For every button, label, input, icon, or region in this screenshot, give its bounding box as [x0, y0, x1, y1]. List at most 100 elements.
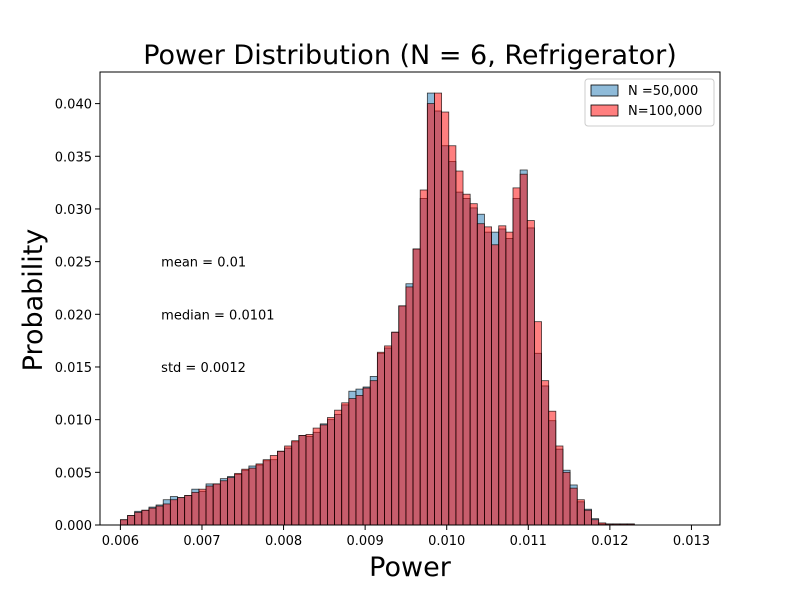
histogram-bar — [248, 467, 257, 526]
histogram-bar — [305, 433, 314, 526]
histogram-bar — [576, 499, 585, 526]
legend-label-n-100000: N=100,000 — [628, 104, 702, 119]
histogram-bar — [469, 203, 478, 526]
x-tick-label: 0.011 — [510, 534, 547, 549]
histogram-bar — [583, 509, 592, 526]
histogram-bar — [319, 424, 328, 526]
x-tick-label: 0.010 — [428, 534, 465, 549]
histogram-bar — [591, 519, 600, 526]
histogram-bar — [148, 507, 157, 526]
histogram-bar — [341, 402, 350, 526]
histogram-bar — [384, 345, 393, 526]
histogram-bar — [562, 471, 571, 526]
histogram-bar — [212, 483, 221, 526]
histogram-bar — [119, 519, 128, 526]
histogram-bar — [348, 398, 357, 526]
histogram-bar — [491, 244, 500, 526]
histogram-bar — [484, 226, 492, 526]
histogram-bar — [255, 463, 264, 526]
histogram-bar — [519, 173, 528, 526]
y-axis-label: Probability — [18, 229, 49, 372]
histogram-bar — [369, 380, 378, 526]
histogram-bar — [505, 231, 514, 526]
histogram-bar — [534, 321, 542, 526]
histogram-bar — [376, 351, 385, 526]
legend-swatch-n-100000 — [590, 104, 619, 117]
histogram-bar — [548, 410, 557, 526]
histogram-bar — [219, 480, 228, 526]
histogram-bar — [162, 503, 171, 526]
histogram-bar — [277, 450, 285, 526]
histogram-bar — [177, 497, 186, 526]
stat-annotation: std = 0.0012 — [161, 361, 246, 376]
stat-annotation: median = 0.0101 — [161, 308, 274, 323]
y-tick-label: 0.010 — [55, 414, 92, 429]
histogram-bar — [334, 409, 343, 526]
y-tick-label: 0.015 — [55, 361, 92, 376]
histogram-bar — [291, 440, 300, 526]
histogram-bar — [512, 187, 521, 526]
histogram-bar — [205, 485, 214, 526]
chart-title: Power Distribution (N = 6, Refrigerator) — [143, 40, 677, 71]
histogram-bar — [391, 331, 400, 526]
histogram-bar — [191, 491, 200, 526]
histogram-bar — [312, 427, 321, 526]
histogram-bar — [326, 417, 335, 526]
histogram-bar — [462, 193, 471, 526]
legend-label-n-50000: N =50,000 — [628, 84, 698, 99]
histogram-bar — [134, 511, 143, 526]
legend-swatch-n-50000 — [590, 84, 619, 97]
y-tick-label: 0.040 — [55, 98, 92, 113]
histogram-bar — [198, 488, 207, 526]
histogram-bar — [355, 395, 364, 526]
histogram-bar — [127, 515, 136, 526]
plot-frame — [99, 71, 721, 526]
histogram-bar — [184, 495, 193, 526]
x-tick-label: 0.012 — [591, 534, 628, 549]
x-axis-label: Power — [369, 552, 452, 583]
y-tick-label: 0.030 — [55, 203, 92, 218]
histogram-bar — [455, 170, 464, 526]
y-tick-label: 0.000 — [55, 519, 92, 534]
histogram-bar — [284, 445, 293, 526]
histogram-bar — [555, 445, 564, 526]
histogram-bar — [448, 145, 457, 526]
stat-annotation: mean = 0.01 — [161, 256, 246, 271]
x-tick-label: 0.013 — [673, 534, 710, 549]
x-tick-label: 0.006 — [102, 534, 139, 549]
histogram-bar — [141, 509, 150, 526]
histogram-bar — [412, 248, 421, 526]
y-axis-ticks: 0.000 0.005 0.010 0.015 0.020 0.025 0.030 0.035… — [55, 98, 100, 534]
histogram-bar — [262, 459, 271, 526]
histogram-bar — [241, 468, 250, 526]
histogram-bar — [441, 111, 450, 526]
histogram-bar — [398, 305, 407, 526]
x-axis-ticks: 0.006 0.007 0.008 0.009 0.010 0.011 0.012 0.013 — [102, 525, 710, 549]
histogram-bar — [434, 92, 443, 526]
histogram-bar — [227, 477, 236, 526]
histogram-bar — [541, 380, 550, 526]
histogram-bar — [405, 286, 414, 526]
y-tick-label: 0.035 — [55, 150, 92, 165]
y-tick-label: 0.020 — [55, 308, 92, 323]
histogram-bar — [569, 487, 578, 526]
histogram-bar — [419, 189, 428, 526]
x-tick-label: 0.007 — [183, 534, 220, 549]
x-tick-label: 0.008 — [265, 534, 302, 549]
histogram-bar — [298, 435, 307, 526]
histogram-bar — [269, 455, 278, 526]
histogram-bar — [426, 103, 435, 526]
histogram-bar — [526, 220, 535, 526]
histogram-bar — [169, 499, 178, 526]
histogram-bar — [362, 387, 371, 526]
histogram-bar — [476, 223, 485, 526]
y-tick-label: 0.005 — [55, 466, 92, 481]
histogram-bar — [234, 472, 243, 526]
x-tick-label: 0.009 — [347, 534, 384, 549]
y-tick-label: 0.025 — [55, 256, 92, 271]
histogram-bar — [498, 225, 507, 526]
stats-annotations: mean = 0.01 median = 0.0101 std = 0.0012 — [161, 256, 274, 376]
histogram-bar — [155, 505, 164, 526]
legend: N =50,000 N=100,000 — [584, 78, 715, 127]
